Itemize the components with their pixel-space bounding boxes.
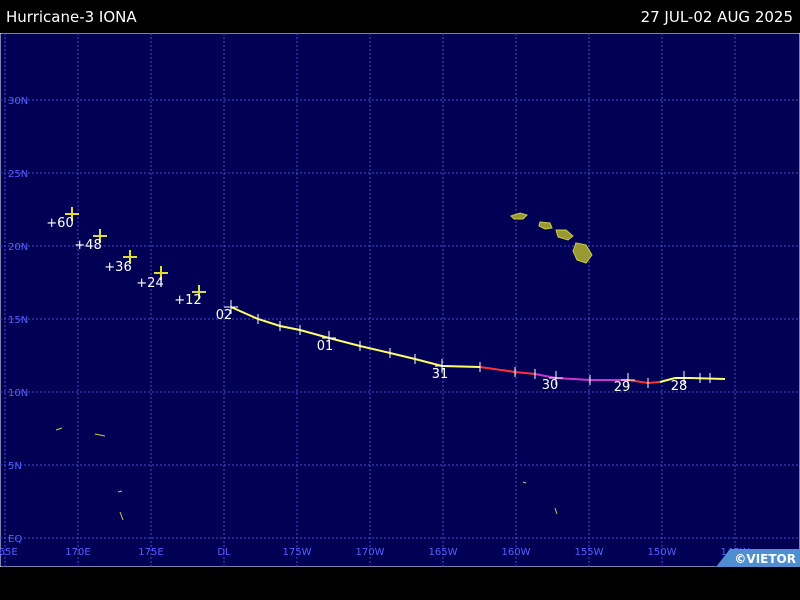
longitude-label: 160W [502,547,531,558]
credit-badge [716,549,800,567]
track-date-label: 30 [542,378,559,393]
date-range: 27 JUL-02 AUG 2025 [641,8,793,26]
longitude-label: 165W [429,547,458,558]
island [555,229,574,241]
latitude-label: 15N [8,315,28,326]
map: 30N 25N 20N 15N 10N 5N EQ 165E 170E 175E DL 175W 170… [0,33,800,567]
track-date-label: 28 [671,379,688,394]
latitude-label: 5N [8,461,22,472]
latitude-label: 25N [8,169,28,180]
longitude-label: 170E [65,547,90,558]
forecast-label: +60 [46,216,73,231]
grid [0,33,800,567]
latitude-label: 30N [8,96,28,107]
track-date-label: 01 [317,339,334,354]
island [510,212,528,220]
longitude-label: 175W [283,547,312,558]
track-ticks [224,300,711,388]
latitude-label: 10N [8,388,28,399]
latitude-label: EQ [8,534,22,545]
longitude-label: 150W [648,547,677,558]
forecast-label: +24 [136,276,163,291]
track-date-label: 31 [432,367,449,382]
forecast-label: +36 [104,260,131,275]
track-date-label: 02 [216,308,233,323]
island [572,242,593,264]
longitude-label: 165E [0,547,18,558]
credit: ©VIETOR [734,552,796,566]
longitude-label: 175E [138,547,163,558]
labels: 30N 25N 20N 15N 10N 5N EQ 165E 170E 175E DL 175W 170… [0,96,750,558]
longitude-label: 155W [575,547,604,558]
forecast-cross [65,207,206,299]
island [538,221,553,230]
longitude-label: 170W [356,547,385,558]
forecast-label: +12 [174,293,201,308]
track-segment [230,306,481,368]
track-segment [534,373,628,381]
ocean [0,33,800,567]
forecast [65,207,206,299]
forecast-label: +48 [74,238,101,253]
atoll [55,427,558,521]
tick-mark [224,300,711,388]
track-date-label: 29 [614,380,631,395]
storm-title: Hurricane-3 IONA [6,8,137,26]
latitude-label: 20N [8,242,28,253]
longitude-label: DL [217,547,231,558]
islands [55,212,593,521]
